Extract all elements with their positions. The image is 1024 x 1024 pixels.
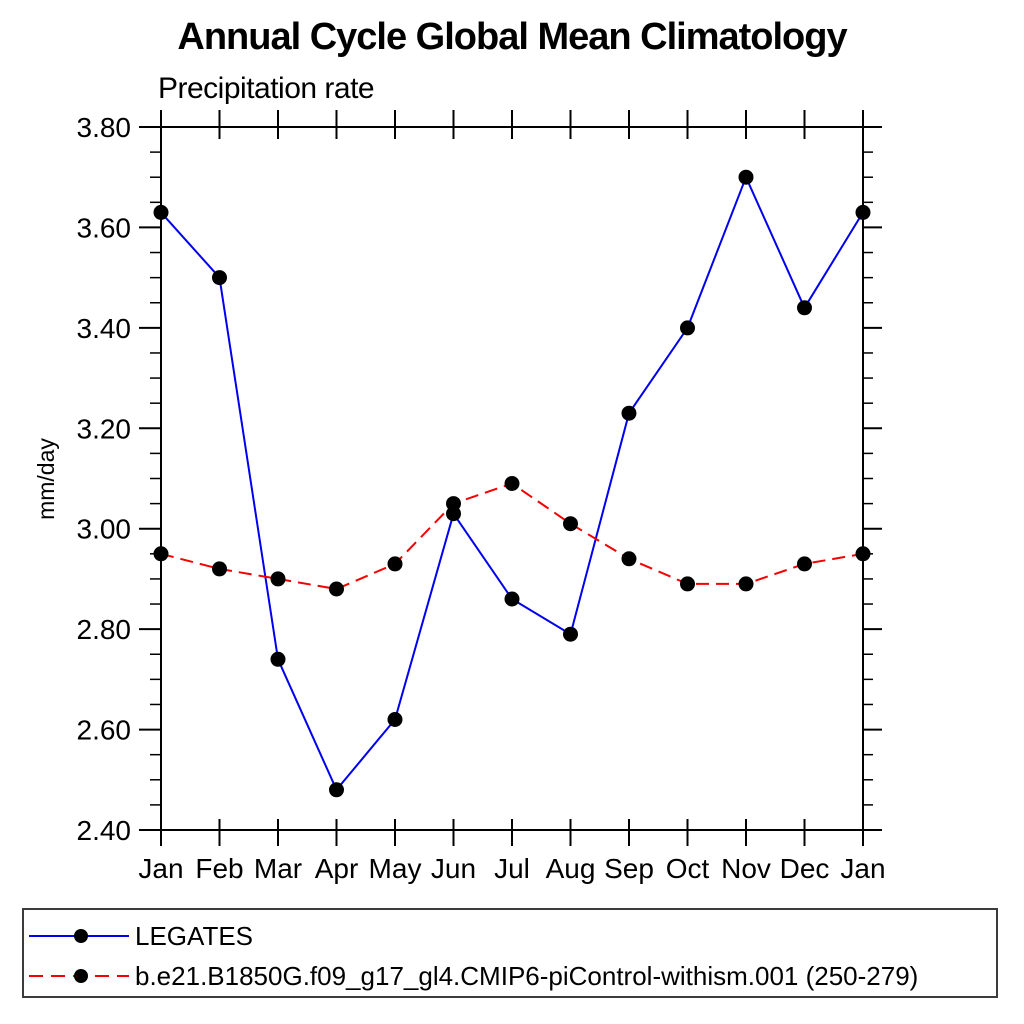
legend-box: LEGATES b.e21.B1850G.f09_g17_gl4.CMIP6-p… — [22, 908, 998, 998]
x-tick-label: May — [369, 853, 422, 884]
y-tick-label: 3.60 — [77, 212, 132, 243]
legend-item-legates: LEGATES — [29, 918, 253, 954]
x-tick-label: Apr — [315, 853, 359, 884]
x-tick-label: Jul — [494, 853, 530, 884]
y-tick-label: 3.40 — [77, 313, 132, 344]
x-tick-label: Feb — [195, 853, 243, 884]
series-line-1 — [160, 482, 864, 591]
data-point — [504, 476, 520, 491]
data-point — [153, 546, 169, 562]
chart-title: Annual Cycle Global Mean Climatology — [177, 16, 847, 58]
chart-subtitle: Precipitation rate — [158, 72, 375, 105]
x-tick-label: Aug — [546, 853, 596, 884]
data-point — [797, 300, 812, 316]
data-point — [797, 556, 812, 572]
y-tick-label: 3.00 — [77, 514, 132, 545]
data-point — [329, 581, 344, 597]
data-point — [212, 561, 227, 577]
y-tick-label: 3.20 — [77, 413, 132, 444]
legend-label-legates: LEGATES — [135, 920, 254, 951]
data-point — [621, 405, 637, 421]
legend-item-model: b.e21.B1850G.f09_g17_gl4.CMIP6-piControl… — [29, 958, 918, 994]
data-point — [563, 626, 578, 642]
data-point — [270, 651, 286, 667]
data-point — [270, 571, 286, 587]
x-tick-label: Jan — [840, 853, 885, 884]
data-point — [504, 591, 520, 607]
data-point — [212, 270, 227, 286]
data-point — [446, 496, 461, 512]
x-tick-label: Dec — [780, 853, 830, 884]
data-point — [387, 556, 403, 572]
x-tick-label: Sep — [604, 853, 654, 884]
data-point — [855, 204, 871, 220]
data-point — [329, 782, 344, 798]
data-point — [680, 320, 695, 336]
data-point — [855, 546, 871, 562]
x-tick-label: Jan — [138, 853, 183, 884]
x-tick-label: Mar — [254, 853, 302, 884]
data-point — [738, 576, 754, 592]
data-point — [153, 204, 169, 220]
y-tick-label: 2.80 — [77, 614, 132, 645]
y-tick-label: 2.60 — [77, 715, 132, 746]
legend-label-model: b.e21.B1850G.f09_g17_gl4.CMIP6-piControl… — [135, 960, 919, 991]
y-tick-label: 2.40 — [77, 815, 132, 846]
data-point — [621, 551, 637, 567]
legend-line-solid-blue-icon — [29, 929, 129, 943]
data-point — [387, 712, 403, 727]
data-point — [563, 516, 578, 532]
x-tick-label: Nov — [721, 853, 771, 884]
legend-line-dashed-red-icon — [29, 969, 129, 983]
data-point — [738, 169, 754, 185]
data-point — [680, 576, 695, 592]
x-tick-label: Jun — [431, 853, 476, 884]
x-tick-label: Oct — [666, 853, 710, 884]
y-tick-label: 3.80 — [77, 112, 132, 143]
